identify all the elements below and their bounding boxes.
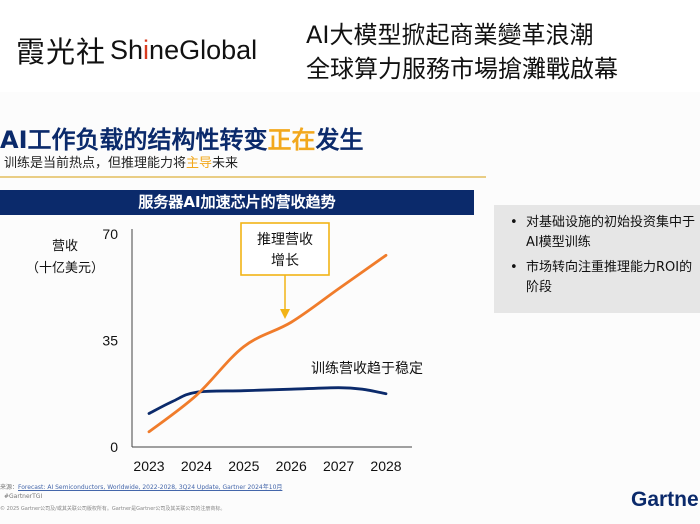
takeaways-list: • 对基础设施的初始投资集中于AI模型训练 • 市场转向注重推理能力ROI的阶段 xyxy=(494,205,700,298)
source-prefix: 来源： xyxy=(0,484,19,491)
y-tick-label: 35 xyxy=(102,333,118,349)
inference-revenue-line xyxy=(147,253,388,434)
y-axis-label: 营收 （十亿美元） xyxy=(26,236,104,280)
source-link[interactable]: Forecast: AI Semiconductors, Worldwide, … xyxy=(18,484,283,491)
article-headline: AI大模型掀起商業變革浪潮 全球算力服務市場搶灘戰啟幕 xyxy=(306,18,618,86)
takeaway-item: • 对基础设施的初始投资集中于AI模型训练 xyxy=(510,213,696,253)
slide-subtitle: 训练是当前热点，但推理能力将主导未来 xyxy=(4,152,238,171)
headline-line-1: AI大模型掀起商業變革浪潮 xyxy=(306,21,594,49)
revenue-line-chart: 0 35 70 2023 2024 2025 2026 2027 2028 推理营收增长训练营收趋… xyxy=(102,222,423,474)
x-tick-label: 2023 xyxy=(133,458,164,474)
x-tick-label: 2025 xyxy=(228,458,259,474)
y-axis-label-line-1: 营收 xyxy=(52,239,79,254)
logo-cjk-text: 霞光社 xyxy=(16,35,107,69)
inference-annotation-line-2: 增长 xyxy=(271,253,299,269)
logo-latin-text: ShineGlobal xyxy=(110,35,257,66)
bullet-icon: • xyxy=(510,260,518,275)
takeaway-item: • 市场转向注重推理能力ROI的阶段 xyxy=(510,258,696,298)
gartner-logo: Gartner xyxy=(631,488,700,511)
x-tick-label: 2026 xyxy=(276,458,307,474)
slide-subtitle-highlight: 主导 xyxy=(186,156,213,171)
slide-title: AI工作负载的结构性转变正在发生 xyxy=(0,120,364,155)
headline-line-2: 全球算力服務市場搶灘戰啟幕 xyxy=(306,55,618,83)
shineglobal-logo: 霞光社 ShineGlobal xyxy=(16,30,257,70)
slide-title-part-1: AI工作负载的结构性转变 xyxy=(0,126,268,154)
footer-source: 来源：Forecast: AI Semiconductors, Worldwid… xyxy=(0,482,282,491)
takeaway-text: 市场转向注重推理能力ROI的阶段 xyxy=(526,260,693,295)
annotation-arrow-head xyxy=(280,309,290,319)
x-tick-label: 2028 xyxy=(370,458,401,474)
logo-latin-part-b: neGlobal xyxy=(149,34,258,65)
subtitle-divider xyxy=(0,176,486,178)
x-tick-label: 2024 xyxy=(181,458,212,474)
takeaways-box: • 对基础设施的初始投资集中于AI模型训练 • 市场转向注重推理能力ROI的阶段 xyxy=(494,205,700,313)
inference-annotation-line-1: 推理营收 xyxy=(257,232,313,248)
training-revenue-line xyxy=(147,386,388,415)
y-tick-label: 0 xyxy=(110,439,118,455)
slide-subtitle-part-2: 未来 xyxy=(212,156,239,171)
inference-annotation-box xyxy=(240,222,330,276)
slide-title-highlight: 正在 xyxy=(267,126,316,154)
header: 霞光社 ShineGlobal AI大模型掀起商業變革浪潮 全球算力服務市場搶灘… xyxy=(0,0,700,92)
logo-latin-part-a: Sh xyxy=(110,34,144,65)
x-tick-label: 2027 xyxy=(323,458,354,474)
slide-subtitle-part-1: 训练是当前热点，但推理能力将 xyxy=(4,156,187,171)
training-annotation: 训练营收趋于稳定 xyxy=(311,361,423,377)
takeaway-text: 对基础设施的初始投资集中于AI模型训练 xyxy=(526,215,696,250)
chart-title-banner: 服务器AI加速芯片的营收趋势 xyxy=(0,190,474,215)
y-axis-label-line-2: （十亿美元） xyxy=(26,261,105,276)
slide: AI工作负载的结构性转变正在发生 训练是当前热点，但推理能力将主导未来 服务器A… xyxy=(0,92,700,524)
slide-title-part-2: 发生 xyxy=(315,126,364,154)
footer-hashtag: #GartnerTGI xyxy=(4,493,43,500)
logo-latin-accent-i: i xyxy=(143,34,150,65)
y-tick-label: 70 xyxy=(102,226,118,242)
footer-copyright: © 2025 Gartner公司及/或其关联公司版权所有。Gartner是Gar… xyxy=(0,506,226,512)
bullet-icon: • xyxy=(510,215,518,230)
